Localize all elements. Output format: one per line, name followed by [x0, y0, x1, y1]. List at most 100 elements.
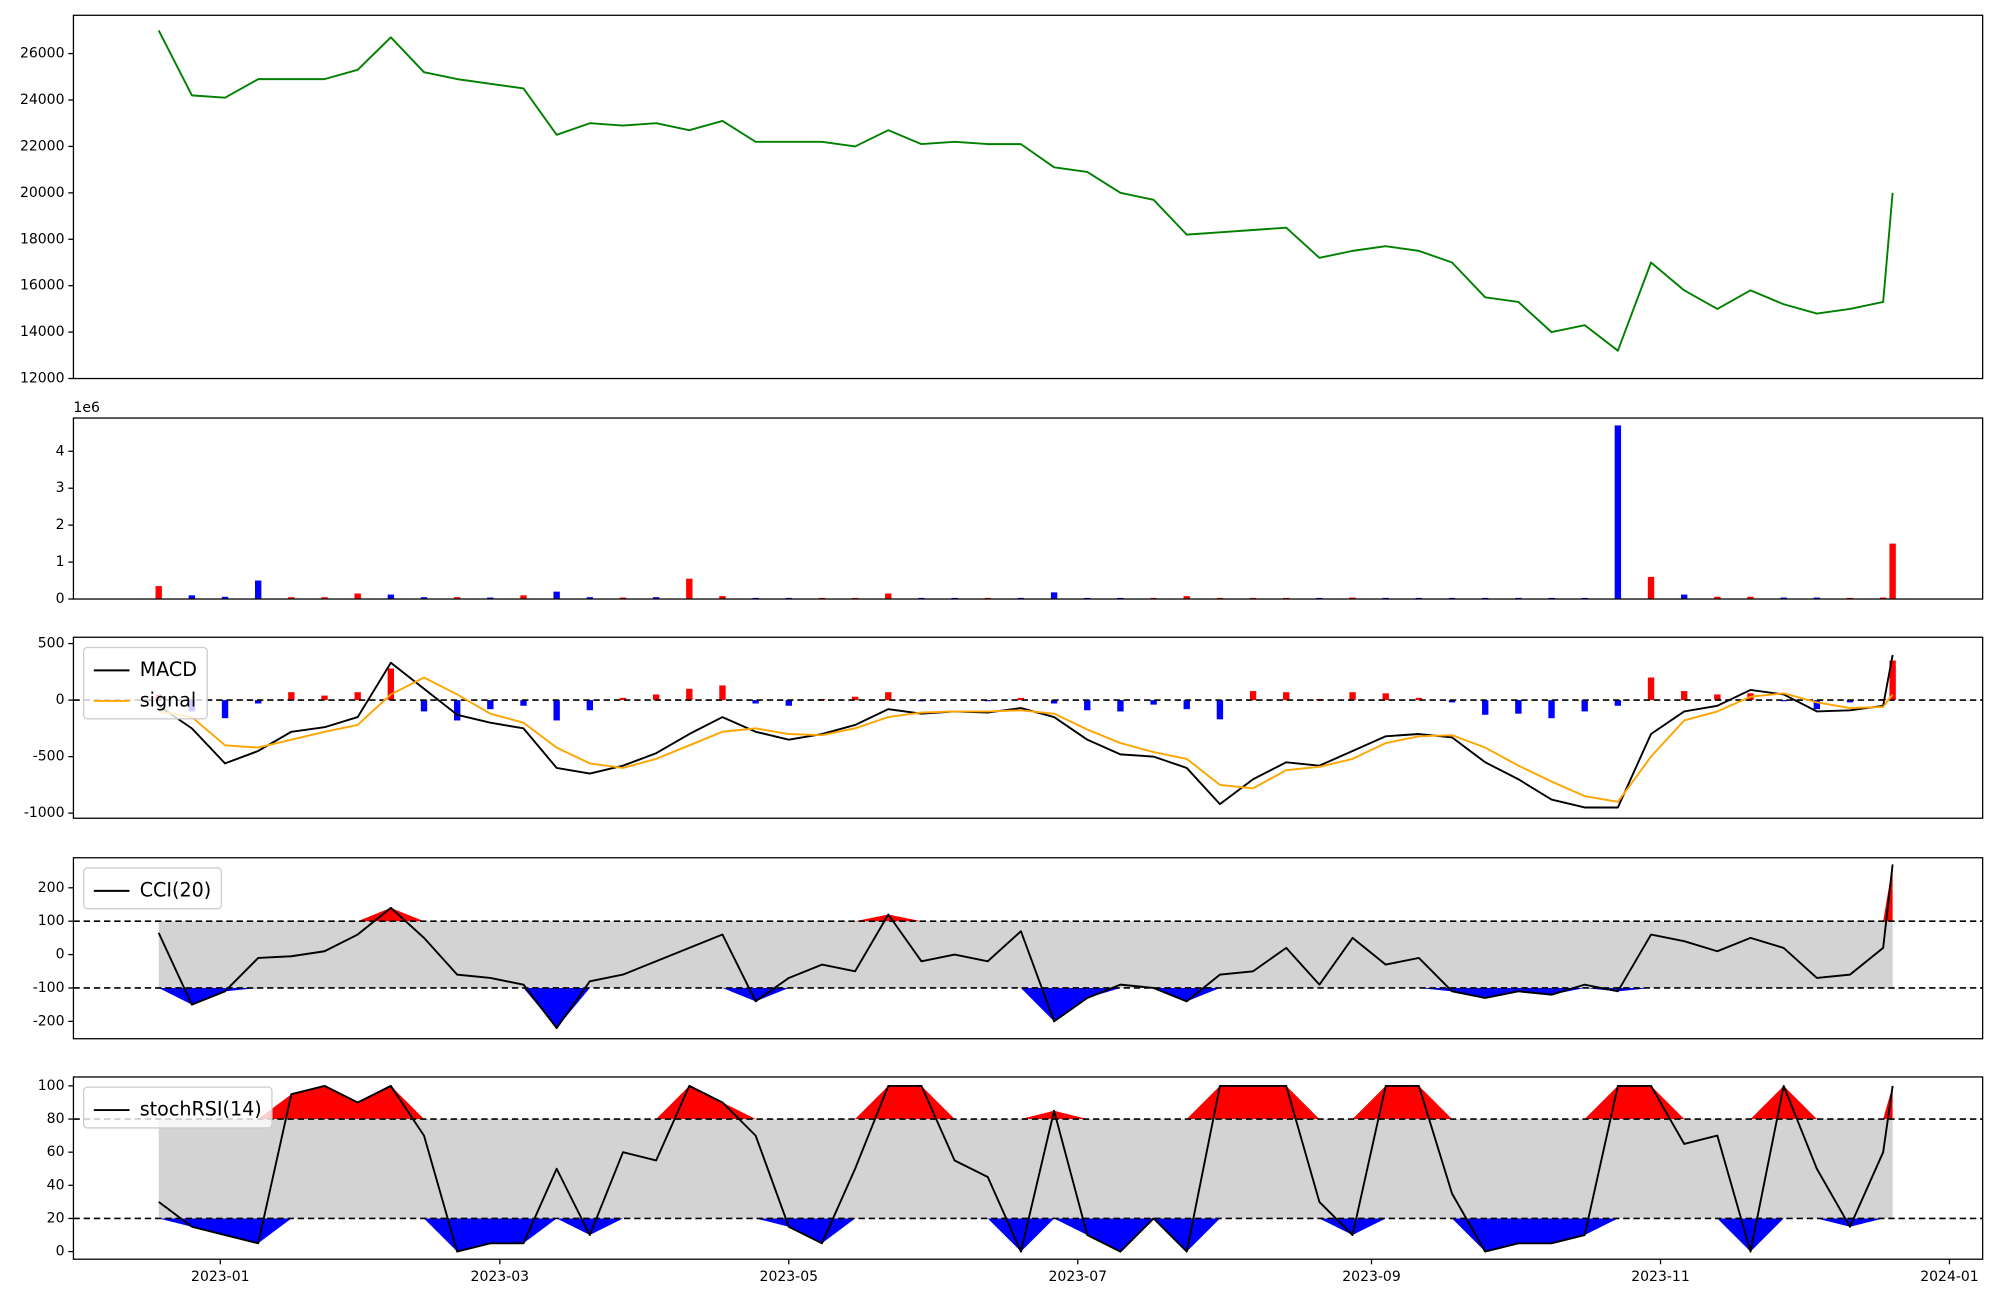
volume-bar: [1680, 594, 1688, 600]
y-tick-label: 20: [47, 1210, 65, 1226]
volume-bar: [520, 595, 527, 600]
x-tick-label: 2023-09: [1342, 1269, 1401, 1285]
histogram-bar: [1889, 660, 1896, 701]
y-tick-label: -100: [33, 980, 65, 996]
x-tick-label: 2023-05: [760, 1269, 819, 1285]
histogram-bar: [851, 696, 859, 701]
histogram-bar: [1548, 700, 1555, 719]
histogram-bar: [1249, 691, 1257, 701]
volume-bar: [1879, 597, 1887, 600]
y-tick-label: 60: [47, 1144, 65, 1160]
volume-bar: [387, 594, 395, 600]
plot-area: [73, 1084, 1983, 1253]
below-fill: [158, 987, 1893, 1029]
y-tick-label: 18000: [20, 231, 65, 247]
histogram-bar: [984, 700, 991, 702]
y-tick-label: 80: [47, 1111, 65, 1127]
legend-label: signal: [140, 688, 197, 711]
series-line: [158, 1084, 1894, 1253]
histogram-bar: [652, 694, 660, 701]
plot-area: [73, 864, 1983, 1030]
volume-bar: [652, 597, 660, 600]
axes-frame: [72, 636, 1984, 819]
histogram-bar: [1150, 700, 1157, 705]
x-tick-label: 2023-11: [1631, 1269, 1690, 1285]
legend: CCI(20): [82, 867, 223, 910]
above-fill: [158, 864, 1893, 922]
series-line: [158, 654, 1894, 809]
volume-bar: [155, 586, 162, 600]
y-tick-label: 200: [38, 880, 65, 896]
x-tick-label: 2024-01: [1920, 1269, 1979, 1285]
axes-frame: [72, 1076, 1984, 1260]
y-tick-label: 2: [56, 517, 65, 533]
legend-label: MACD: [140, 658, 197, 681]
volume-bar: [619, 597, 627, 600]
volume-bar: [1614, 425, 1622, 600]
histogram-bar: [1117, 700, 1124, 712]
y-tick-label: 0: [56, 692, 65, 708]
histogram-bar: [752, 700, 759, 704]
y-tick-label: 4: [56, 443, 65, 459]
legend-label: stochRSI(14): [140, 1098, 262, 1121]
legend-box: [82, 867, 223, 910]
y-tick-label: 500: [38, 636, 65, 652]
volume-bar: [453, 597, 461, 600]
histogram-bar: [1647, 677, 1655, 701]
legend: MACD signal: [82, 646, 208, 720]
volume-bar: [1714, 596, 1721, 600]
series-line: [158, 676, 1894, 803]
histogram-bar: [354, 692, 361, 701]
y-tick-label: 0: [56, 947, 65, 963]
histogram-bar: [453, 700, 461, 721]
series-line: [157, 29, 1894, 352]
axes-frame: [72, 14, 1984, 380]
y-tick-label: 22000: [20, 138, 65, 154]
volume-bar: [288, 597, 295, 600]
volume-bar: [885, 593, 892, 600]
x-tick-label: 2023-07: [1049, 1269, 1108, 1285]
y-tick-label: 40: [47, 1177, 65, 1193]
volume-bar: [255, 580, 262, 600]
above-fill: [158, 1085, 1893, 1120]
histogram-bar: [520, 700, 527, 706]
histogram-bar: [487, 700, 494, 710]
volume-bar: [321, 597, 328, 600]
series-line: [157, 864, 1894, 1030]
histogram-bar: [1283, 692, 1290, 701]
histogram-bar: [785, 700, 792, 706]
volume-bar: [1050, 592, 1058, 600]
histogram-bar: [1581, 700, 1588, 712]
y-tick-label: 3: [56, 480, 65, 496]
plot-area: [73, 654, 1983, 809]
y-tick-label: -1000: [24, 805, 65, 821]
histogram-bar: [1349, 692, 1356, 701]
histogram-bar: [221, 700, 229, 719]
y-tick-label: 100: [38, 1078, 65, 1094]
volume-bar: [1183, 596, 1190, 600]
histogram-bar: [387, 668, 395, 701]
histogram-bar: [1813, 700, 1821, 710]
plot-area: [155, 425, 1896, 600]
histogram-bar: [1448, 700, 1456, 703]
volume-bar: [188, 595, 196, 600]
volume-bar: [221, 596, 229, 600]
histogram-bar: [1216, 700, 1224, 720]
y-tick-label: 1: [56, 554, 65, 570]
volume-bar: [1349, 597, 1356, 600]
histogram-bar: [1846, 700, 1854, 703]
axis-offset-label: 1e6: [73, 400, 100, 416]
y-tick-label: -500: [33, 749, 65, 765]
legend-label: CCI(20): [140, 878, 212, 901]
y-tick-label: 100: [38, 913, 65, 929]
legend-box: [82, 1086, 273, 1129]
y-tick-label: 16000: [20, 278, 65, 294]
histogram-bar: [1515, 700, 1522, 714]
volume-bar: [686, 578, 693, 600]
histogram-bar: [586, 700, 594, 711]
volume-bar: [487, 597, 494, 600]
y-tick-label: 20000: [20, 185, 65, 201]
volume-bar: [1647, 576, 1655, 600]
